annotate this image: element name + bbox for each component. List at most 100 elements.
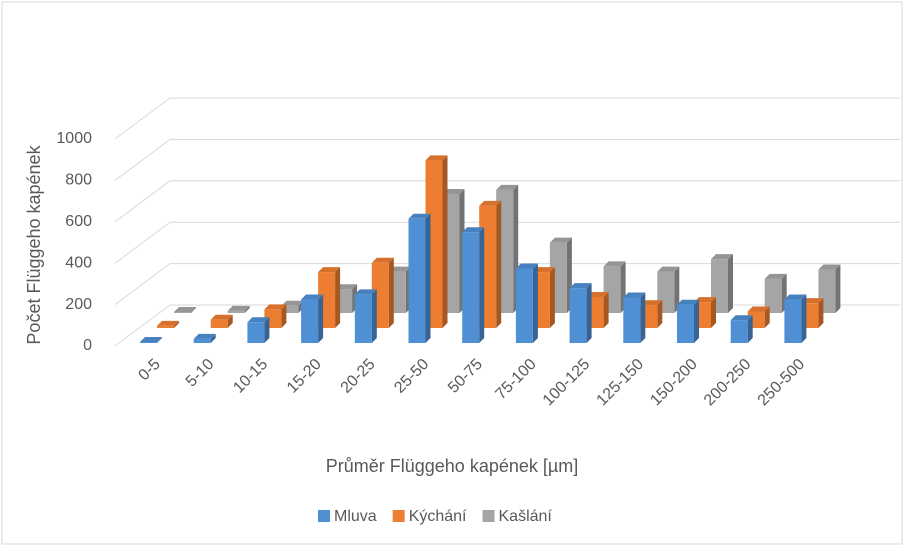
bar-top [157,320,179,326]
bar [730,315,753,343]
bar-front [677,304,694,343]
bar [193,333,216,343]
bar-top [640,300,663,306]
bar-top [318,267,341,273]
bar-side [640,292,646,343]
bar-front [281,305,299,313]
bar-side [371,289,377,343]
bar-top [515,263,538,269]
bar-front [227,310,245,313]
bar-top [818,264,841,270]
bar-top [532,267,555,273]
bar-top [408,213,431,219]
bar-top [247,317,270,323]
bar-side [549,267,555,328]
bar-front [354,294,372,343]
bar-top [694,297,716,303]
bar-top [425,155,448,161]
bar-side [711,297,716,328]
legend-swatch [482,510,495,522]
bar-top [264,304,287,310]
y-tick-label: 1000 [56,130,92,147]
grid-line [114,221,900,264]
bar-side [157,336,162,343]
y-axis-title: Počet Flüggeho kapének [24,144,44,344]
grid-line [114,97,900,140]
bar [408,213,431,343]
bar [784,294,807,343]
bar-front [784,299,802,343]
bar-front [462,232,480,343]
bar-top [462,227,485,233]
y-tick-label: 800 [65,172,92,189]
bar-side [496,200,502,328]
y-tick-label: 400 [65,254,92,271]
bar-side [335,267,341,328]
bar [462,227,485,343]
y-tick-label: 0 [83,337,92,354]
bar-front [515,268,533,343]
bar-side [657,300,663,328]
bar-top [442,188,465,194]
bar [515,263,538,343]
legend-swatch [392,510,405,522]
bar [764,273,787,313]
bar-front [140,341,157,343]
bar-top [354,289,377,295]
bar-front [174,311,191,313]
grid-line [114,138,900,181]
bar-front [730,320,748,343]
bar-top [586,291,609,297]
bar-top [730,315,753,321]
bar [210,314,233,328]
bar-side [191,306,196,313]
bar-top [569,283,592,289]
bar-side [244,305,250,313]
bar-front [193,338,211,343]
bar-top [193,333,216,339]
bar-top [801,298,824,304]
bar [677,299,699,343]
bar-side [728,254,733,313]
bar [157,320,179,328]
bar-front [569,288,587,343]
y-tick-label: 200 [65,296,92,313]
bar [623,292,646,343]
bar-side [835,264,841,313]
bar-top [496,184,519,190]
bar [354,289,377,343]
bar-side [425,213,431,343]
bar-top [623,292,646,298]
x-axis-title: Průměr Flüggeho kapének [µm] [326,456,579,476]
legend-swatch [318,510,330,522]
bar [140,336,162,343]
legend-label: Mluva [334,508,377,525]
bar-top [677,299,699,305]
bar-side [764,306,770,328]
bar-side [694,299,699,343]
bar-side [674,266,680,313]
bar-top [764,273,787,279]
bar-top [603,261,626,267]
bar-front [408,218,426,343]
grid-line [114,263,900,306]
legend-label: Kýchání [409,508,467,525]
bar-side [442,155,448,328]
bar-front [210,319,228,328]
bar-top [657,266,680,272]
bar-top [747,306,770,312]
bar [174,306,196,313]
bar-top [335,284,358,290]
bar-side [264,317,270,343]
bar-top [301,294,324,300]
bar-side [801,294,807,343]
bar-top [210,314,233,320]
bar-side [318,294,324,343]
bar-side [388,257,394,328]
bar-side [747,315,753,343]
bar-top [227,305,250,311]
bar-side [603,291,609,328]
bar-side [532,263,538,343]
bar-top [479,200,502,206]
